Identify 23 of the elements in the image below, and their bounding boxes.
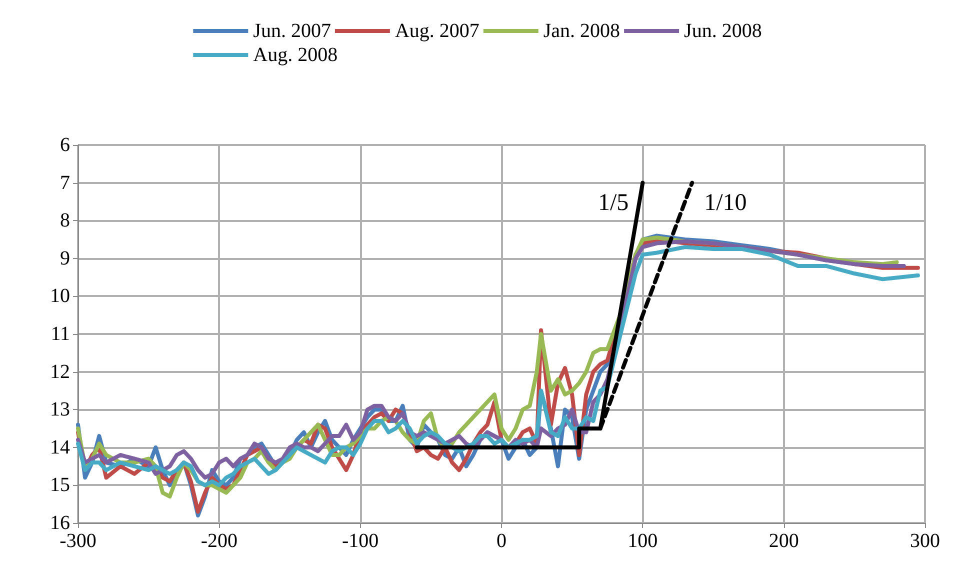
y-tick-label: 14: [50, 436, 70, 458]
y-tick-label: 15: [50, 474, 70, 496]
y-tick-label: 7: [60, 172, 70, 194]
legend-label: Jan. 2008: [543, 20, 620, 42]
x-tick-label: 200: [768, 530, 799, 552]
x-tick-label: 100: [628, 530, 658, 552]
y-tick-label: 6: [60, 134, 70, 156]
x-tick-label: -100: [342, 530, 379, 552]
legend-label: Jun. 2008: [684, 20, 762, 42]
x-tick-label: 0: [496, 530, 506, 552]
y-tick-label: 9: [60, 247, 70, 270]
x-tick-label: -200: [200, 530, 238, 552]
y-tick-label: 13: [50, 398, 70, 421]
y-tick-label: 12: [50, 360, 70, 383]
y-tick-label: 10: [50, 285, 70, 308]
x-tick-label: 300: [910, 530, 940, 552]
y-tick-label: 8: [60, 210, 70, 232]
y-tick-label: 11: [50, 323, 70, 345]
annotation: 1/10: [704, 190, 747, 216]
legend-label: Aug. 2008: [253, 44, 338, 66]
legend-label: Jun. 2007: [253, 20, 331, 42]
annotation: 1/5: [598, 190, 629, 216]
legend-label: Aug. 2007: [394, 20, 480, 42]
